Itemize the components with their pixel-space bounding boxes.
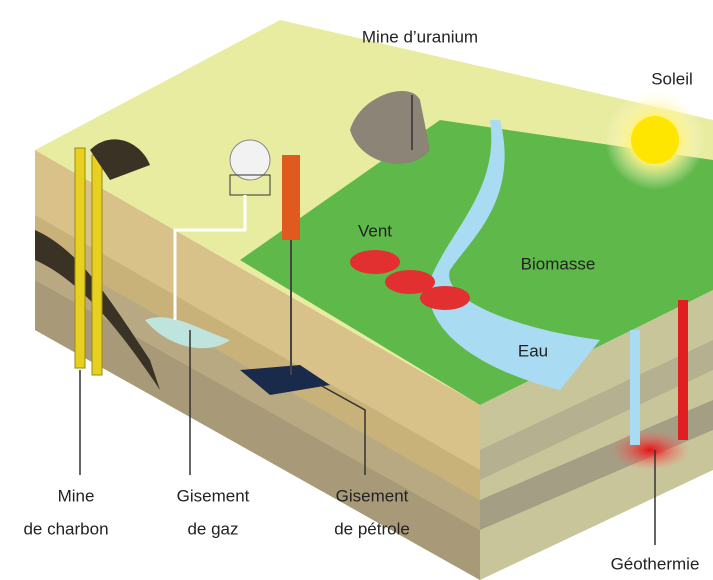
label: Soleil [651, 69, 693, 88]
label: de gaz [187, 519, 238, 538]
energy-diagram: Mine d’uranium Soleil Vent Biomasse Eau … [0, 0, 713, 580]
label: Gisement [177, 486, 250, 505]
label: Géothermie [611, 554, 700, 573]
label: Vent [358, 221, 392, 240]
label: Biomasse [521, 254, 596, 273]
sun-core [631, 116, 679, 164]
label: Mine [58, 486, 95, 505]
label: Mine d’uranium [362, 27, 478, 46]
label: de charbon [23, 519, 108, 538]
label: Gisement [336, 486, 409, 505]
label: Eau [518, 341, 548, 360]
label: de pétrole [334, 519, 410, 538]
